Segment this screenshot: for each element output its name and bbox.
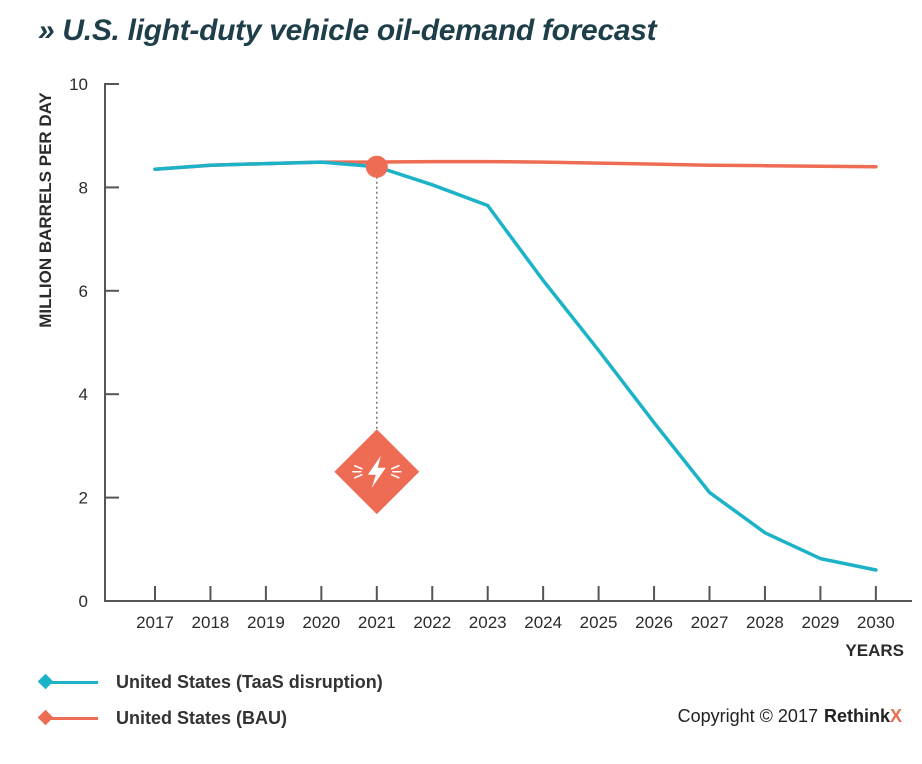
legend-diamond-taas	[37, 673, 54, 690]
x-tick-label-2019: 2019	[247, 613, 285, 632]
brand-logo-text: Rethink	[823, 706, 890, 726]
x-tick-label-2024: 2024	[524, 613, 562, 632]
y-tick-label-8: 8	[79, 178, 88, 197]
chart-plot: 0 2 4 6 8 10 2017 2018 2019 2020 2021 2022 2023 2024 2…	[36, 75, 912, 660]
legend-swatch-bau	[37, 708, 98, 728]
spark-ray	[353, 464, 363, 470]
legend-item-bau: United States (BAU)	[37, 706, 383, 730]
legend-line-taas	[42, 681, 98, 684]
lightning-bolt-shape	[367, 455, 386, 488]
y-axis-title: MILLION BARRELS PER DAY	[36, 92, 55, 328]
y-tick-label-10: 10	[69, 75, 88, 94]
y-tick-label-6: 6	[79, 282, 88, 301]
x-tick-label-2027: 2027	[691, 613, 729, 632]
spark-ray	[353, 473, 363, 479]
x-tick-label-2022: 2022	[413, 613, 451, 632]
spark-ray	[390, 464, 400, 470]
lightning-bolt-icon	[334, 429, 420, 515]
legend: United States (TaaS disruption) United S…	[37, 670, 383, 742]
x-tick-label-2017: 2017	[136, 613, 174, 632]
copyright-text: Copyright © 2017	[677, 706, 818, 726]
spark-ray	[390, 473, 400, 479]
y-tick-label-4: 4	[79, 385, 88, 404]
x-tick-label-2028: 2028	[746, 613, 784, 632]
chart-title: » U.S. light-duty vehicle oil-demand for…	[38, 14, 657, 47]
series-line-taas	[153, 160, 878, 572]
y-tick-label-0: 0	[79, 592, 88, 611]
legend-swatch-taas	[37, 672, 98, 692]
x-tick-label-2020: 2020	[302, 613, 340, 632]
x-tick-label-2030: 2030	[857, 613, 895, 632]
legend-item-taas: United States (TaaS disruption)	[37, 670, 383, 694]
legend-line-bau	[42, 717, 98, 720]
copyright: Copyright © 2017 RethinkX	[678, 706, 902, 727]
x-tick-label-2025: 2025	[580, 613, 618, 632]
x-axis-title: YEARS	[845, 641, 904, 660]
legend-diamond-bau	[37, 709, 54, 726]
x-tick-label-2023: 2023	[469, 613, 507, 632]
x-tick-label-2026: 2026	[635, 613, 673, 632]
divergence-point	[365, 155, 388, 178]
brand-logo-x: X	[889, 706, 902, 726]
x-tick-label-2029: 2029	[801, 613, 839, 632]
y-tick-label-2: 2	[79, 489, 88, 508]
x-tick-label-2021: 2021	[358, 613, 396, 632]
legend-label-taas: United States (TaaS disruption)	[116, 671, 383, 692]
legend-label-bau: United States (BAU)	[116, 707, 288, 728]
x-tick-label-2018: 2018	[192, 613, 230, 632]
